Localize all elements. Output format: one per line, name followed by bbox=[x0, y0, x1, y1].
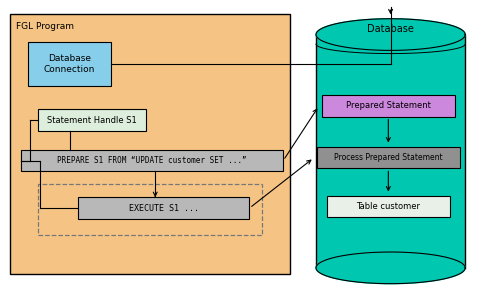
FancyBboxPatch shape bbox=[78, 197, 249, 219]
Text: FGL Program: FGL Program bbox=[16, 22, 74, 31]
Text: Statement Handle S1: Statement Handle S1 bbox=[47, 116, 137, 125]
Text: EXECUTE S1 ...: EXECUTE S1 ... bbox=[129, 204, 199, 213]
FancyBboxPatch shape bbox=[317, 147, 460, 168]
Text: Database
Connection: Database Connection bbox=[44, 54, 95, 74]
FancyBboxPatch shape bbox=[21, 150, 283, 171]
FancyBboxPatch shape bbox=[10, 14, 290, 274]
Text: Process Prepared Statement: Process Prepared Statement bbox=[334, 153, 443, 162]
Text: Prepared Statement: Prepared Statement bbox=[346, 101, 431, 110]
FancyBboxPatch shape bbox=[327, 196, 450, 217]
FancyBboxPatch shape bbox=[28, 42, 111, 86]
FancyBboxPatch shape bbox=[316, 35, 465, 268]
Text: PREPARE S1 FROM “UPDATE customer SET ...”: PREPARE S1 FROM “UPDATE customer SET ...… bbox=[57, 156, 247, 165]
Text: Database: Database bbox=[367, 24, 414, 34]
FancyBboxPatch shape bbox=[38, 109, 146, 131]
Polygon shape bbox=[316, 252, 465, 284]
Polygon shape bbox=[316, 19, 465, 50]
Text: Table customer: Table customer bbox=[356, 202, 420, 211]
FancyBboxPatch shape bbox=[322, 95, 455, 117]
